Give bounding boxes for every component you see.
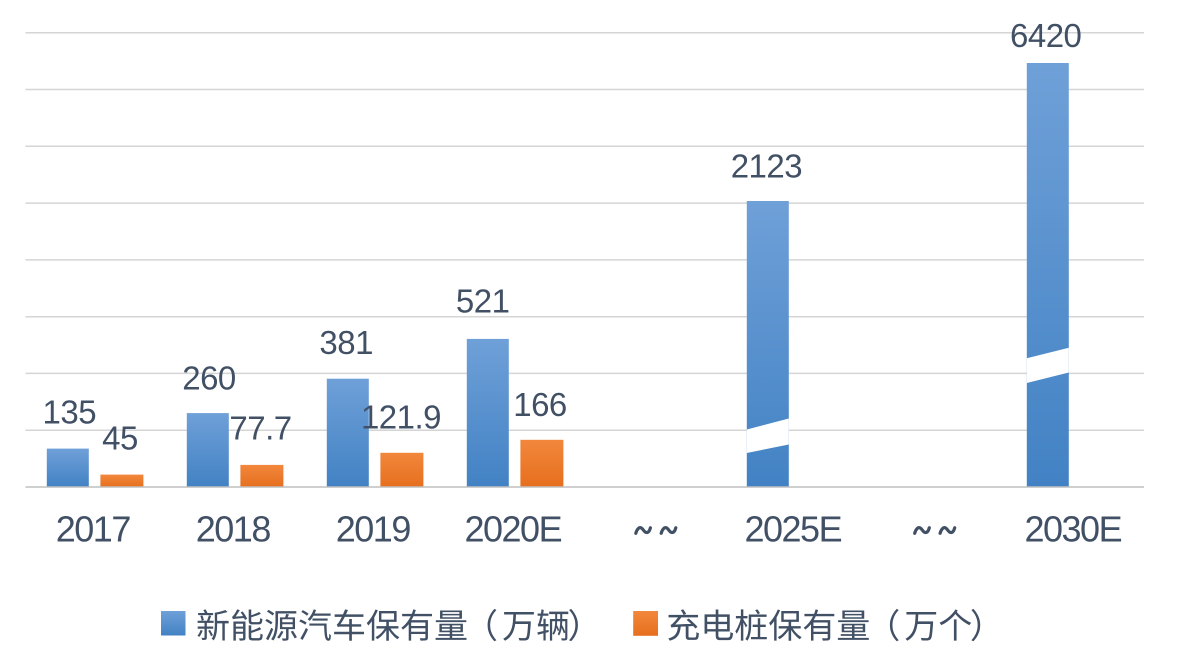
svg-text:45: 45 xyxy=(102,419,138,456)
svg-text:2025E: 2025E xyxy=(744,508,841,549)
svg-text:521: 521 xyxy=(456,283,510,320)
svg-text:260: 260 xyxy=(182,360,236,397)
svg-text:2019: 2019 xyxy=(336,508,411,549)
svg-text:381: 381 xyxy=(319,324,373,361)
svg-text:2030E: 2030E xyxy=(1024,508,1121,549)
svg-text:77.7: 77.7 xyxy=(229,410,291,447)
svg-text:2020E: 2020E xyxy=(464,508,561,549)
svg-text:166: 166 xyxy=(513,386,567,423)
svg-text:135: 135 xyxy=(43,394,97,431)
svg-text:2123: 2123 xyxy=(731,148,802,185)
svg-text:121.9: 121.9 xyxy=(361,398,441,435)
svg-text:6420: 6420 xyxy=(1010,17,1082,54)
svg-text:2017: 2017 xyxy=(56,508,131,549)
svg-text:2018: 2018 xyxy=(196,508,271,549)
